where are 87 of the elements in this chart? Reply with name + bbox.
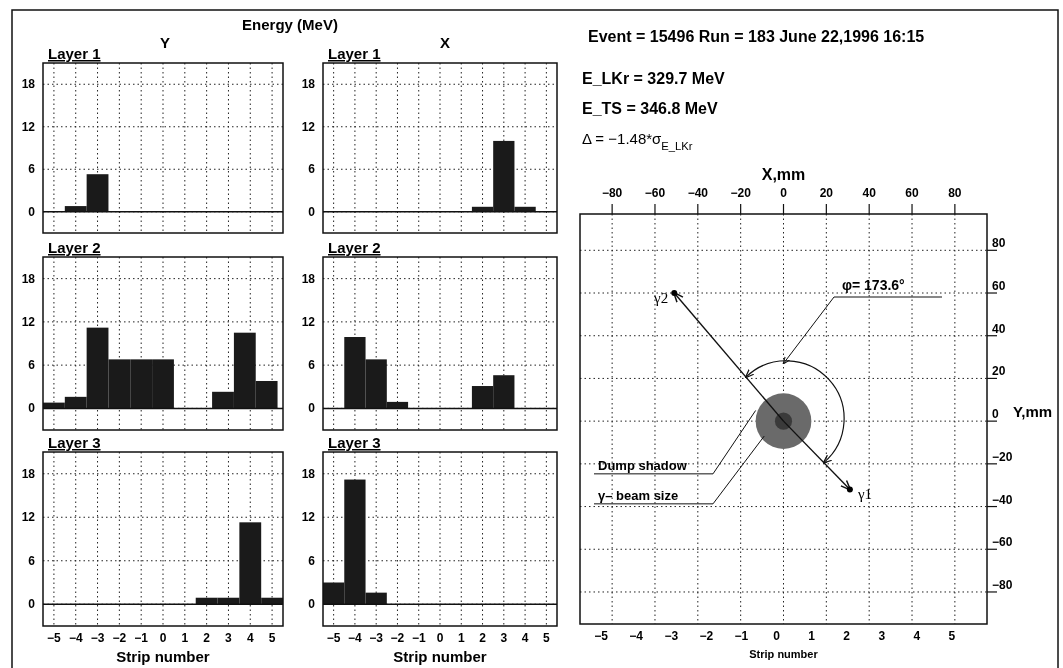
y-tick-label: 6 — [28, 358, 36, 373]
y-tick-label: 20 — [992, 364, 1006, 379]
text: Δ = −1.48*σ$_{E_LKr}$ — [582, 130, 693, 152]
x-tick-label: −3 — [369, 631, 384, 645]
x-tick-label: 4 — [246, 631, 254, 645]
x-tick-label: 5 — [268, 631, 276, 645]
y-tick-label: 0 — [992, 407, 999, 422]
y-tick-label: 6 — [28, 162, 36, 177]
x-tick-label: 0 — [159, 631, 167, 645]
x-tick-label: −4 — [348, 631, 363, 645]
y-tick-label: 0 — [308, 597, 316, 612]
x-tick-label: 80 — [948, 186, 962, 200]
chart-title: Layer 1 — [328, 45, 381, 62]
x-tick-label: −80 — [601, 186, 623, 200]
text: E_TS = 346.8 MeV — [582, 100, 718, 117]
y-tick-label: 18 — [301, 77, 316, 92]
x-tick-label: 1 — [457, 631, 465, 645]
y-tick-label: 0 — [308, 204, 316, 219]
x-tick-label: −5 — [47, 631, 62, 645]
y-tick-label: 0 — [308, 401, 316, 416]
y-tick-label: 80 — [992, 236, 1006, 251]
x-tick-label: 2 — [203, 631, 211, 645]
y-tick-label: 18 — [21, 271, 36, 286]
y-axis-title: Y,mm — [1013, 403, 1053, 421]
y-tick-label: 6 — [308, 358, 316, 373]
y-tick-label: 6 — [308, 553, 316, 568]
y-tick-label: 18 — [301, 271, 316, 286]
x2-axis-title: Strip number — [749, 648, 819, 660]
x-tick-label: 20 — [819, 186, 834, 200]
x-tick-label: 5 — [543, 631, 551, 645]
y-tick-label: 6 — [28, 553, 36, 568]
x-axis-title: X,mm — [761, 166, 806, 183]
x-tick-label: 0 — [780, 186, 788, 200]
y-tick-label: 18 — [21, 77, 36, 92]
y-tick-label: 12 — [301, 119, 316, 134]
y-tick-label: 12 — [21, 314, 36, 329]
y-tick-label: 18 — [301, 466, 316, 481]
y-tick-label: 12 — [21, 119, 36, 134]
chart-title: Layer 3 — [48, 434, 101, 451]
annotation: φ= 173.6° — [842, 277, 905, 294]
y-tick-label: 6 — [308, 162, 316, 177]
y-tick-label: 0 — [28, 401, 36, 416]
y-tick-label: 12 — [301, 314, 316, 329]
x-tick-label: −3 — [90, 631, 105, 645]
chart-title: Layer 2 — [328, 239, 381, 256]
y-tick-label: 60 — [992, 279, 1006, 294]
y-tick-label: 12 — [301, 510, 316, 525]
text: E_LKr = 329.7 MeV — [582, 70, 726, 87]
y-tick-label: −80 — [992, 577, 1013, 592]
x-tick-label: 40 — [862, 186, 877, 200]
x-tick-label: −1 — [134, 631, 149, 645]
series-label: γ1 — [856, 486, 873, 503]
x-tick-label: 2 — [479, 631, 487, 645]
x-tick-label: 0 — [436, 631, 444, 645]
y-tick-label: 12 — [21, 510, 36, 525]
y-tick-label: −20 — [992, 449, 1013, 464]
chart-title: Event = 15496 Run = 183 June 22,1996 16:15 — [588, 28, 925, 45]
x-tick-label: −2 — [112, 631, 127, 645]
chart-title: Layer 2 — [48, 239, 101, 256]
chart-subtitle: X — [439, 34, 451, 51]
chart-title: Layer 1 — [48, 45, 101, 62]
x-tick-label: 60 — [905, 186, 920, 200]
y-tick-label: 0 — [28, 597, 36, 612]
y-tick-label: 0 — [28, 204, 36, 219]
x-axis-title: Strip number — [116, 648, 210, 665]
x-tick-label: −20 — [730, 186, 752, 200]
x-tick-label: −40 — [687, 186, 709, 200]
y-tick-label: −40 — [992, 492, 1013, 507]
annotation: γ– beam size — [598, 487, 679, 503]
x-tick-label: −2 — [390, 631, 405, 645]
x-tick-label: −5 — [326, 631, 341, 645]
y-tick-label: 40 — [992, 321, 1006, 336]
text: Energy (MeV) — [242, 16, 338, 33]
x-tick-label: −60 — [644, 186, 666, 200]
series-label: γ2 — [653, 290, 669, 307]
annotation: Dump shadow — [598, 457, 688, 473]
x-tick-label: −4 — [68, 631, 83, 645]
y-tick-label: −60 — [992, 535, 1013, 550]
x-tick-label: 4 — [521, 631, 529, 645]
x-tick-label: 1 — [181, 631, 189, 645]
x-tick-label: 3 — [500, 631, 508, 645]
x-tick-label: −1 — [411, 631, 426, 645]
chart-subtitle: Y — [159, 34, 171, 51]
y-tick-label: 18 — [21, 466, 36, 481]
x-tick-label: 3 — [225, 631, 233, 645]
x-axis-title: Strip number — [393, 648, 487, 665]
chart-title: Layer 3 — [328, 434, 381, 451]
